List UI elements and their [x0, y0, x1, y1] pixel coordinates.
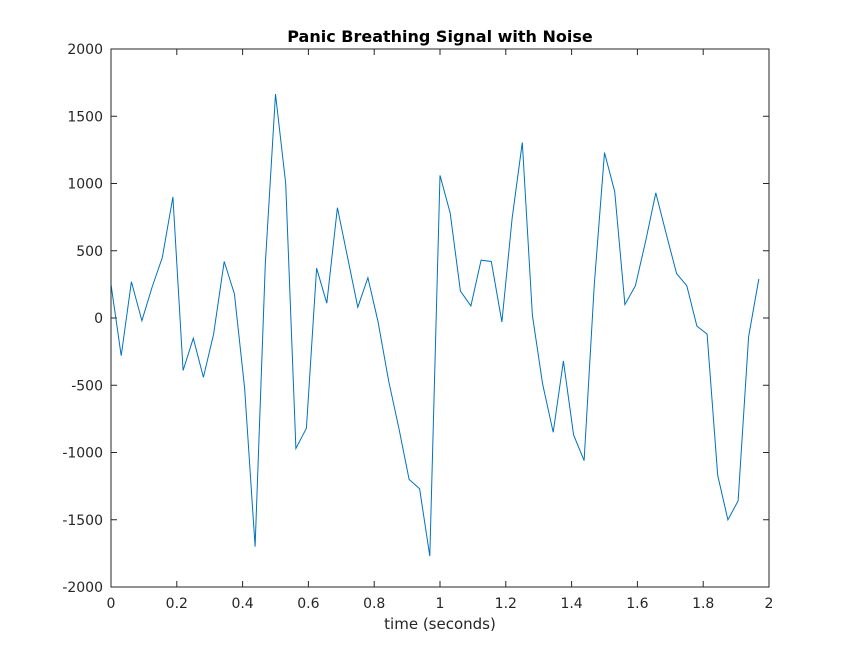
- y-tick-label: -2000: [62, 580, 103, 596]
- y-tick-label: -1000: [62, 446, 103, 462]
- x-tick-label: 0: [107, 596, 116, 612]
- series-line: [110, 94, 760, 557]
- x-tick-label: 0.8: [363, 596, 385, 612]
- x-tick-label: 2: [765, 596, 774, 612]
- plot-frame: [110, 48, 770, 588]
- y-tick-label: 1000: [67, 177, 103, 193]
- x-tick-label: 0.6: [297, 596, 319, 612]
- y-tick-label: 0: [94, 311, 103, 327]
- x-tick-label: 1.4: [560, 596, 582, 612]
- y-tick-label: 500: [76, 244, 103, 260]
- x-axis-label: time (seconds): [384, 615, 496, 633]
- x-tick-label: 1: [436, 596, 445, 612]
- x-tick-label: 1.8: [692, 596, 714, 612]
- y-tick-label: -500: [71, 378, 103, 394]
- y-tick-label: -1500: [62, 513, 103, 529]
- x-tick-label: 1.2: [495, 596, 517, 612]
- plot-background: [111, 49, 769, 587]
- chart-title: Panic Breathing Signal with Noise: [287, 27, 593, 46]
- tick-labels: 0 0.2 0.4 0.6 0.8 1 1.2 1.4 1.6 1.8 2 2000 1500 1000 5…: [62, 42, 773, 612]
- x-tick-label: 0.4: [231, 596, 253, 612]
- x-tick-label: 0.2: [166, 596, 188, 612]
- y-tick-label: 2000: [67, 42, 103, 58]
- x-tick-label: 1.6: [626, 596, 648, 612]
- y-tick-label: 1500: [67, 109, 103, 125]
